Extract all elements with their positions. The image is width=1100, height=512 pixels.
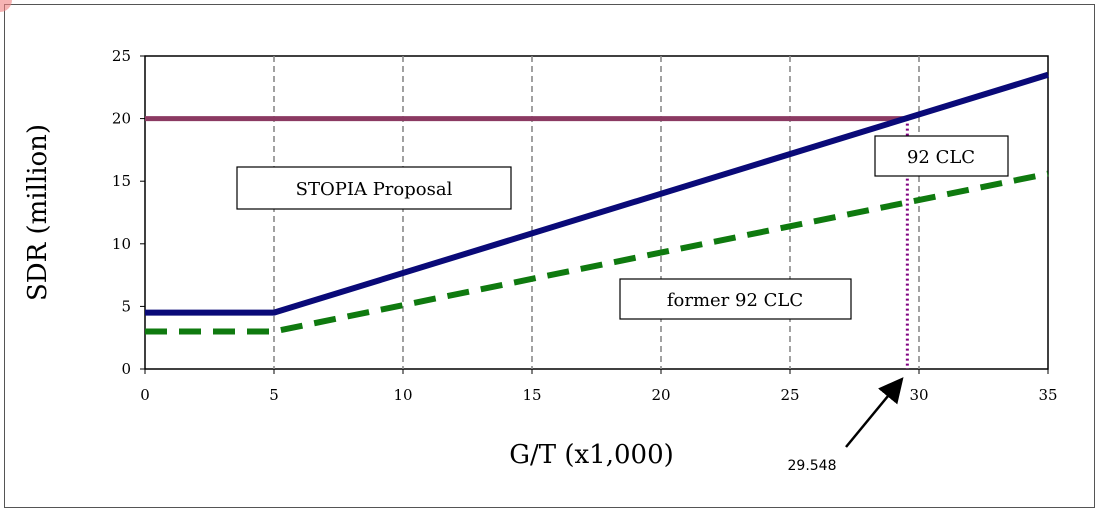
annotation-stopia: STOPIA Proposal (236, 166, 512, 210)
plot-area (144, 55, 1049, 370)
annotation-92clc: 92 CLC (874, 135, 1009, 177)
x-tick-label: 15 (522, 386, 541, 404)
y-axis-title: SDR (million) (23, 124, 53, 301)
arrow-value-label: 29.548 (788, 458, 837, 474)
corner-mark (0, 0, 12, 12)
y-tick-label: 0 (121, 360, 131, 378)
series-line-former-92-clc (145, 170, 1049, 335)
y-tick-label: 15 (112, 172, 131, 190)
x-tick-label: 35 (1038, 386, 1057, 404)
x-tick-label: 5 (269, 386, 279, 404)
y-tick-label: 20 (112, 110, 131, 128)
series-line-92-clc (145, 71, 1049, 316)
annotation-92clc-label: 92 CLC (907, 147, 975, 168)
annotation-stopia-label: STOPIA Proposal (296, 179, 453, 200)
tick-labels: 0 5 10 15 20 25 30 35 0 5 10 15 20 25 (112, 47, 1058, 404)
y-tick-label: 5 (121, 297, 131, 315)
x-tick-label: 10 (393, 386, 412, 404)
x-tick-label: 20 (651, 386, 670, 404)
x-tick-label: 30 (909, 386, 928, 404)
annotation-former-92clc-label: former 92 CLC (667, 290, 803, 311)
y-tick-label: 25 (112, 47, 131, 65)
y-tick-label: 10 (112, 235, 131, 253)
chart-frame (4, 4, 1095, 508)
x-tick-label: 25 (780, 386, 799, 404)
x-axis-title: G/T (x1,000) (509, 440, 674, 470)
arrow-line (845, 377, 904, 448)
annotation-former-92clc: former 92 CLC (619, 278, 852, 320)
x-tick-label: 0 (140, 386, 150, 404)
